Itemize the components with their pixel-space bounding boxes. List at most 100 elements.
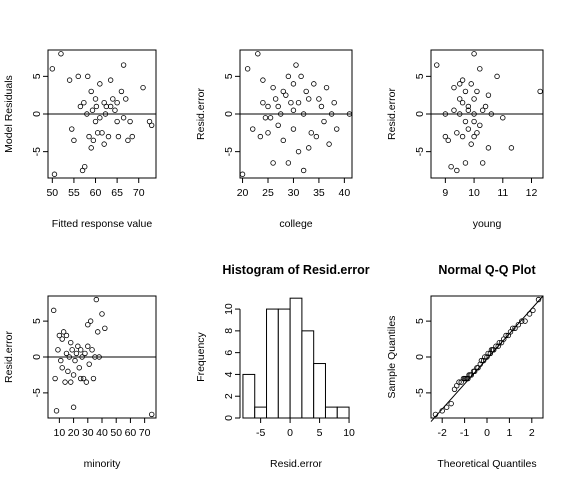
data-point [443,404,450,410]
y-tick-label: 0 [31,111,43,117]
data-point [283,92,289,98]
histogram-bar [313,363,326,419]
data-point [326,141,332,147]
data-point [454,167,460,174]
data-point [457,111,463,117]
chart-panel-2: 20 25 30 35 40 -5 0 5 college Resid.error [195,49,353,230]
data-point [105,133,112,140]
data-point [70,372,77,378]
data-point [465,126,472,132]
x-axis-label: young [473,218,502,230]
y-tick-label: 4 [223,371,235,377]
x-tick-label: 12 [526,187,538,199]
data-point [457,96,463,102]
data-point [298,73,304,80]
data-point [508,145,515,151]
data-point [459,133,466,140]
data-point [285,160,292,166]
data-point [457,81,463,87]
data-point [488,111,495,117]
data-point [331,100,337,106]
data-point [270,84,276,91]
data-point [58,51,64,57]
data-point [456,379,462,385]
data-point [510,325,516,331]
y-tick-label: -5 [414,388,426,397]
x-tick-label: 20 [68,427,80,439]
data-point [250,126,256,132]
data-point [260,100,266,106]
data-point [76,365,82,371]
data-point [295,100,302,106]
data-point [442,111,449,117]
data-point [468,81,474,87]
data-point [69,347,75,353]
data-point [462,160,469,166]
data-point [82,164,88,170]
x-tick-label: 11 [497,187,508,199]
data-point [267,115,274,121]
data-point [60,329,67,335]
data-point [92,118,99,125]
y-axis-label: Sample Quantiles [386,316,398,399]
data-point [101,141,107,147]
histogram-bar [301,330,315,419]
data-point [127,118,133,125]
x-tick-label: 40 [339,187,351,199]
data-point [120,115,127,121]
data-point [318,103,325,110]
data-point [53,408,60,414]
y-tick-label: 10 [223,303,235,315]
data-point [300,167,307,174]
data-point [503,332,509,339]
data-point [68,379,74,385]
x-tick-label: 25 [262,187,274,199]
data-point [93,103,100,110]
y-tick-label: -5 [31,147,43,156]
x-tick-label: 55 [68,187,80,199]
data-point [97,115,103,121]
data-point [495,343,501,349]
data-point [526,311,533,317]
data-point [120,62,127,68]
data-point [306,145,312,151]
y-tick-label: 0 [414,111,426,117]
data-point [52,375,58,382]
data-point [63,350,70,357]
data-point [328,111,335,117]
data-point [478,357,485,364]
x-tick-label: -1 [460,427,469,439]
data-point [80,375,87,382]
data-point [295,148,302,155]
data-point [477,66,483,72]
data-point [537,88,543,95]
data-point [442,133,449,140]
data-point [88,145,94,151]
data-point [272,96,279,102]
data-point [265,103,271,110]
data-point [265,130,271,136]
panel-title: Histogram of Resid.error [222,263,369,277]
data-point [115,133,122,140]
data-point [81,100,87,106]
data-point [59,365,65,371]
data-point [107,103,114,110]
data-point [280,137,286,144]
data-point [149,411,155,418]
x-tick-label: -2 [438,427,447,439]
data-point [140,84,146,91]
x-tick-label: 2 [529,427,535,439]
x-tick-label: 30 [288,187,300,199]
data-point [95,329,101,335]
data-point [82,350,88,357]
x-tick-label: 70 [139,427,151,439]
data-point [270,160,276,166]
data-point [334,126,340,132]
x-tick-label: 40 [96,427,108,439]
x-axis-label: Resid.error [270,458,322,470]
data-point [316,96,322,102]
data-point [260,77,266,83]
data-point [77,375,84,382]
data-point [75,343,81,349]
data-point [87,318,94,324]
